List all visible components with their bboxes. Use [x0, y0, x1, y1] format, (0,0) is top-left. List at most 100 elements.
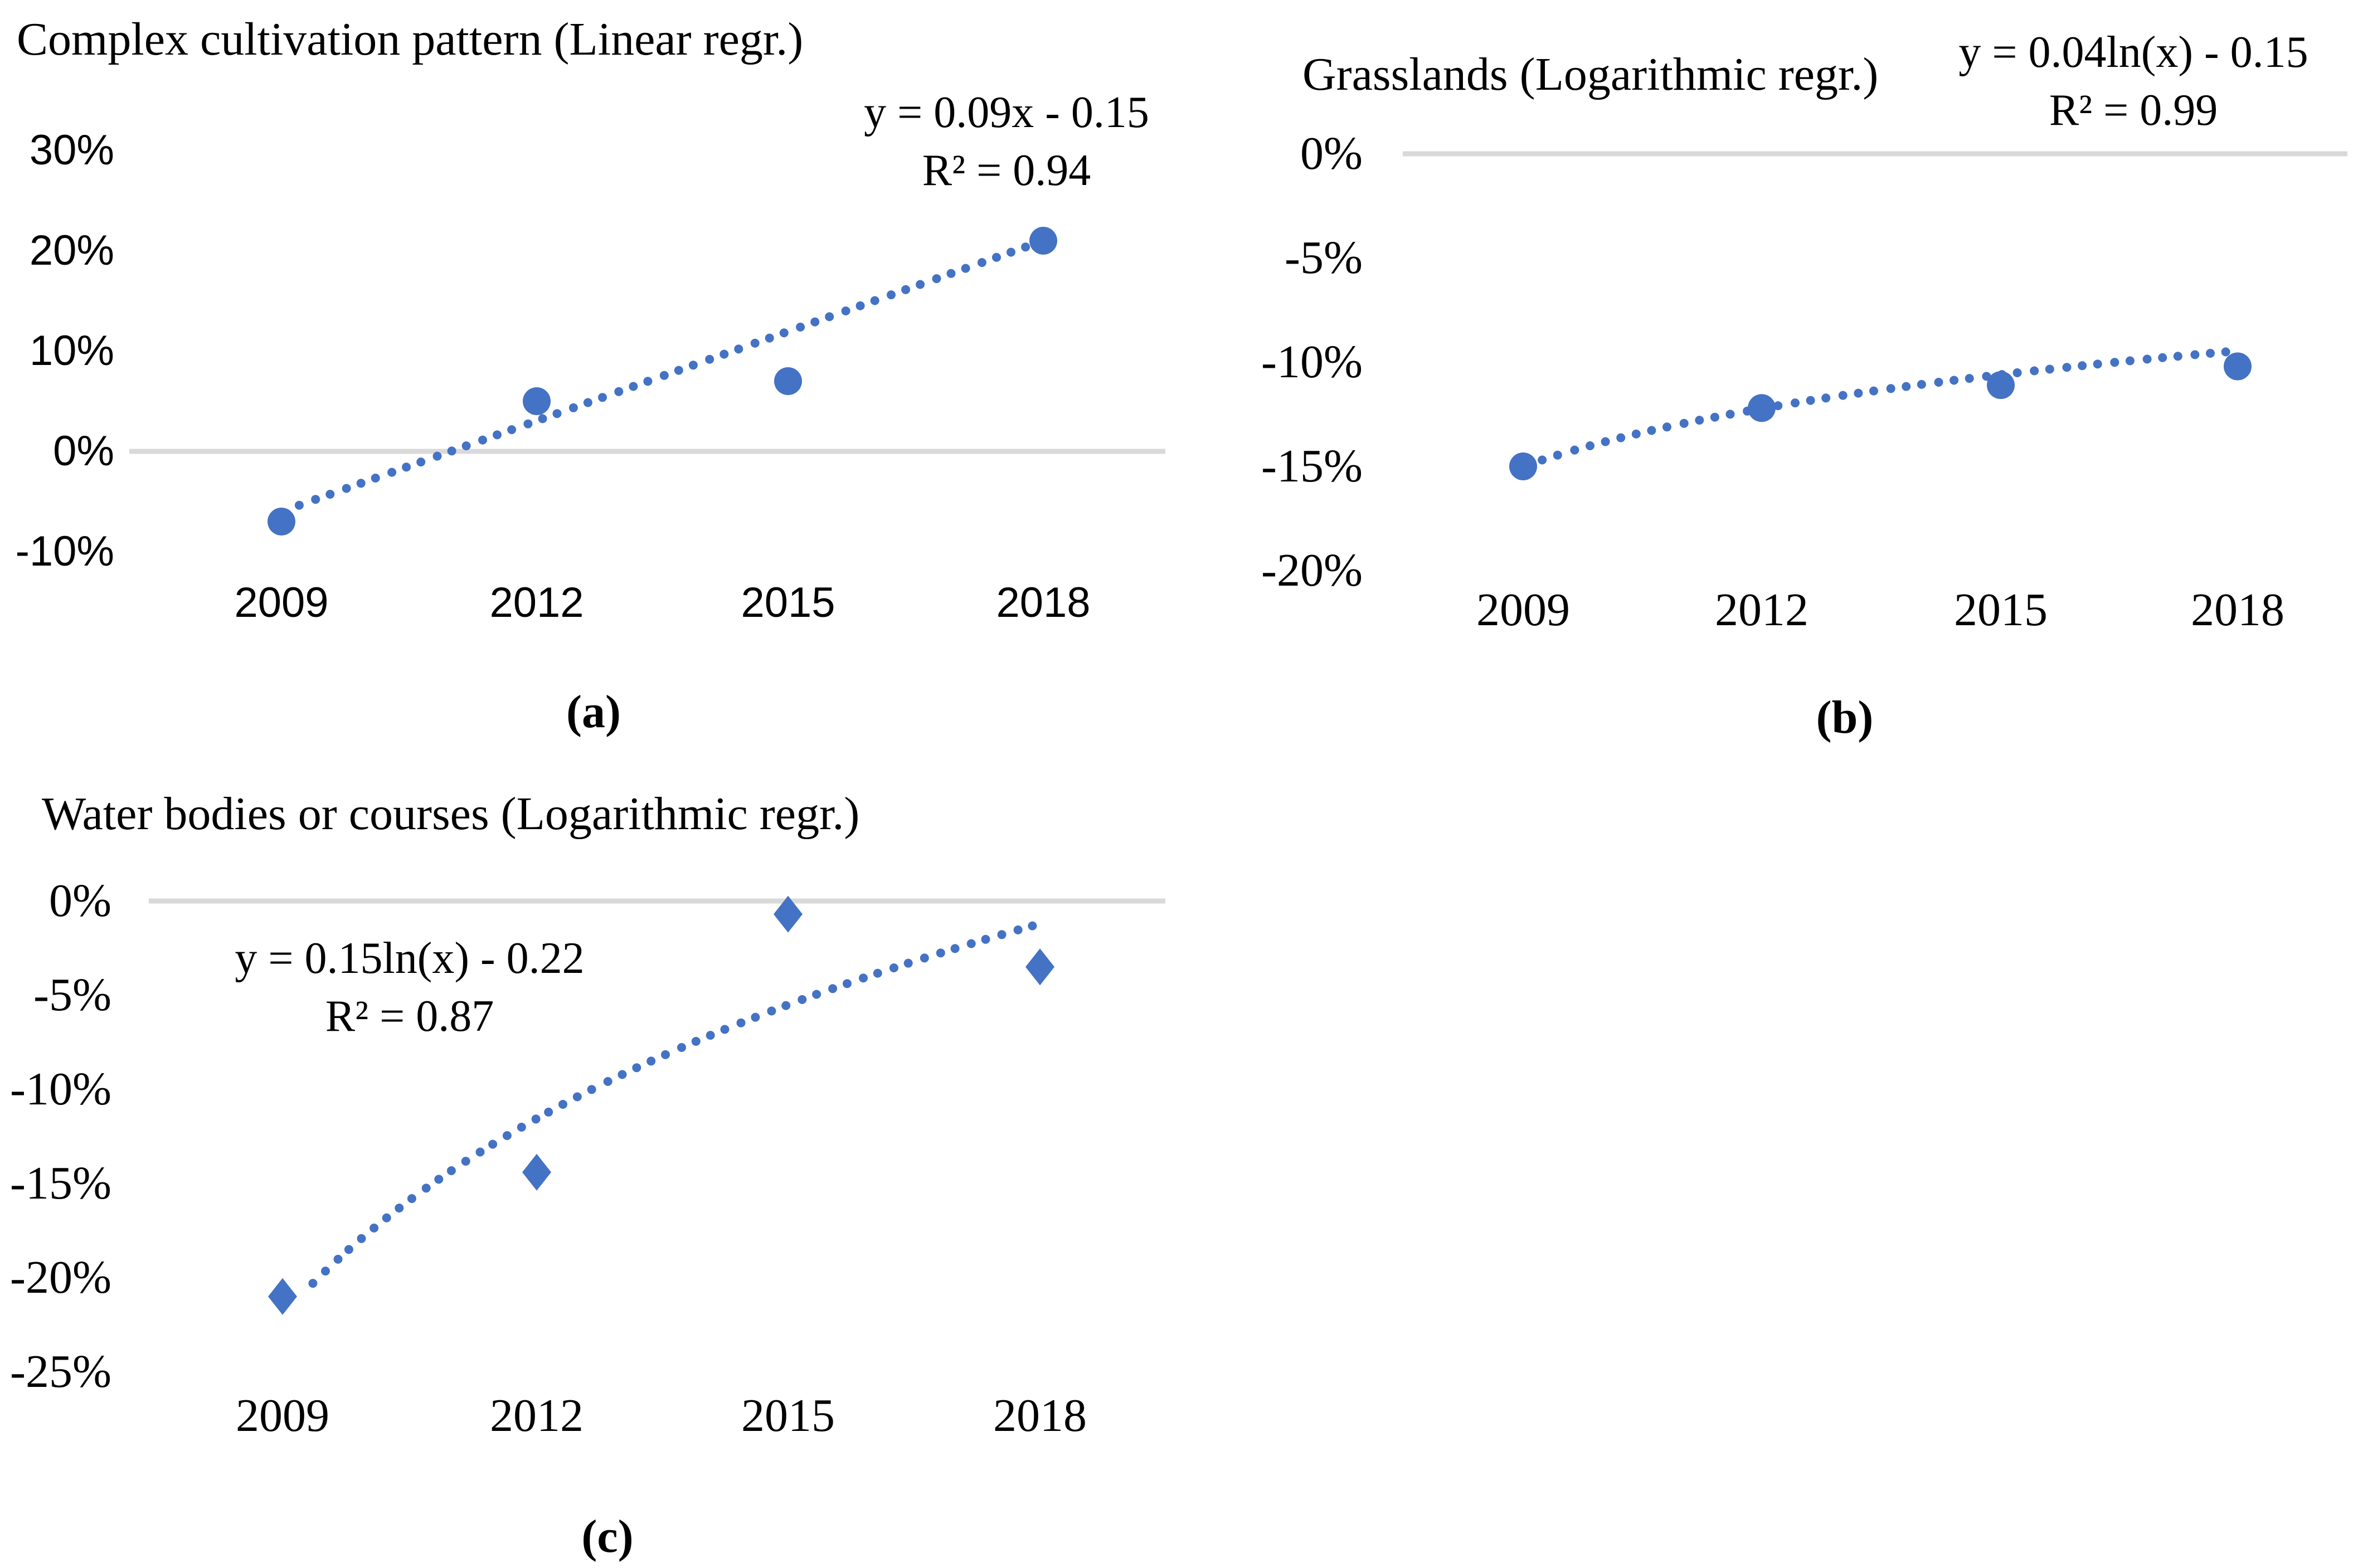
x-axis-tick-label: 2009	[236, 1390, 329, 1442]
trendline-dot	[407, 1194, 416, 1203]
trendline-dot	[387, 468, 397, 477]
trendline-dot	[992, 252, 1001, 262]
data-point-marker	[268, 1278, 297, 1315]
y-axis-tick-label: -10%	[15, 528, 114, 575]
data-point-marker	[1987, 371, 2015, 400]
trendline-dot	[1869, 386, 1878, 396]
trendline-dot	[855, 301, 865, 310]
trendline-dot	[719, 349, 729, 359]
trendline-dot	[825, 312, 834, 322]
trendline-dot	[1806, 396, 1815, 405]
trendline-dot	[618, 1070, 627, 1079]
trendline-dot	[765, 333, 774, 343]
trendline-dot	[598, 393, 607, 402]
trendline-dot	[603, 1077, 612, 1086]
data-point-marker	[523, 387, 551, 415]
trendline-dot	[1679, 418, 1689, 428]
trendline-dot	[538, 414, 547, 423]
trendline-dot	[1647, 426, 1656, 435]
trendline-dot	[796, 323, 805, 332]
trendline-dot	[1695, 416, 1704, 425]
trendline-dot	[901, 285, 911, 294]
trendline-dot	[517, 1122, 526, 1132]
data-point-marker	[774, 895, 803, 933]
trendline-dot	[632, 1063, 641, 1073]
trendline-dot	[311, 495, 320, 504]
trendline-dot	[916, 280, 925, 289]
trendline-dot	[997, 930, 1007, 939]
trendline-equation: y = 0.04ln(x) - 0.15 R² = 0.99	[1910, 23, 2353, 139]
y-axis-tick-label: 0%	[53, 427, 114, 475]
trendline-dot	[767, 1006, 776, 1016]
trendline-dot	[646, 1056, 656, 1066]
trendline-dot	[981, 934, 990, 944]
trendline-dot	[2062, 363, 2072, 372]
trendline-dot	[828, 984, 838, 994]
y-axis-tick-label: -25%	[10, 1346, 111, 1397]
trendline-dot	[395, 1204, 404, 1212]
panel-letter-label: (b)	[1816, 692, 1874, 743]
trendline-dot	[558, 1099, 567, 1109]
trendline-dot	[416, 457, 426, 467]
trendline-dot	[478, 435, 487, 445]
trendline-dot	[614, 387, 624, 396]
trendline-dot	[1616, 433, 1626, 442]
y-axis-tick-label: -20%	[10, 1252, 111, 1303]
trendline-dot	[1553, 450, 1562, 460]
trendline-dot	[382, 1213, 391, 1223]
trendline-dot	[434, 1175, 444, 1184]
trendline-dot	[1917, 379, 1926, 389]
trendline-dot	[720, 1025, 730, 1034]
x-axis-tick-label: 2018	[2191, 584, 2284, 636]
trendline-dot	[950, 944, 960, 953]
panel-letter-label: (a)	[566, 686, 621, 738]
trendline-dot	[920, 953, 929, 963]
trendline-dot	[507, 425, 517, 435]
r-squared-line: R² = 0.87	[325, 992, 494, 1041]
trendline-dot	[333, 1254, 343, 1264]
trendline-dot	[572, 1092, 582, 1102]
trendline-dot	[1710, 412, 1719, 422]
trendline-dot	[544, 1107, 553, 1117]
y-axis-tick-label: -20%	[1261, 544, 1363, 596]
x-axis-tick-label: 2012	[490, 1390, 584, 1442]
trendline-dot	[357, 1234, 366, 1243]
trendline-dot	[1601, 437, 1610, 446]
r-squared-line: R² = 0.99	[2049, 86, 2218, 135]
trendline-dot	[1854, 388, 1863, 398]
trendline-dot	[475, 1147, 485, 1157]
data-point-marker	[2224, 352, 2252, 381]
trendline-dot	[932, 274, 941, 284]
trendline-dot	[2093, 359, 2102, 369]
r-squared-line: R² = 0.94	[922, 146, 1091, 195]
trendline-dot	[887, 290, 896, 300]
trendline-dot	[1934, 378, 1943, 387]
trendline-dot	[736, 1018, 746, 1028]
trendline-dot	[1013, 925, 1023, 934]
trendline-dot	[870, 296, 879, 305]
y-axis-tick-label: -15%	[1261, 440, 1363, 492]
trendline-dot	[1725, 410, 1735, 419]
trendline-dot	[1028, 921, 1037, 931]
trendline-dot	[2158, 353, 2167, 362]
y-axis-tick-label: -10%	[10, 1063, 111, 1115]
trendline-dot	[677, 1043, 686, 1052]
data-point-marker	[1029, 227, 1057, 255]
trendline-dot	[421, 1184, 431, 1193]
trendline-dot	[781, 1001, 791, 1010]
trendline-dot	[402, 462, 411, 472]
trendline-dot	[1965, 374, 1974, 383]
trendline-dot	[1950, 376, 1959, 385]
data-point-marker	[1509, 452, 1537, 480]
equation-line: y = 0.09x - 0.15	[864, 88, 1149, 137]
trendline-dot	[583, 398, 592, 407]
trendline-dot	[798, 995, 807, 1004]
trendline-dot	[2206, 349, 2215, 358]
panel-letter-label: (c)	[581, 1511, 634, 1562]
trendline-dot	[2078, 361, 2087, 371]
trendline-dot	[706, 1031, 715, 1040]
trendline-dot	[344, 1245, 353, 1254]
x-axis-tick-label: 2015	[1954, 584, 2048, 636]
trendline-dot	[977, 258, 986, 267]
